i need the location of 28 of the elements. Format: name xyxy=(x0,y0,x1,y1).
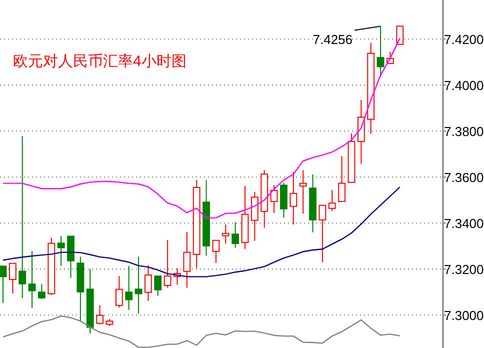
candlestick xyxy=(57,236,65,266)
candlestick xyxy=(357,100,365,164)
candlestick xyxy=(376,26,384,78)
candlestick xyxy=(183,232,191,288)
candlestick xyxy=(367,42,375,134)
candlestick xyxy=(299,170,307,214)
candlestick xyxy=(241,186,249,250)
y-tick-label: 7.3200 xyxy=(444,262,484,278)
annotation: 7.4256 xyxy=(312,32,353,48)
y-tick-label: 7.3800 xyxy=(444,124,484,140)
candlestick xyxy=(309,174,316,233)
candlestick xyxy=(202,180,210,256)
y-tick-label: 7.3000 xyxy=(444,308,484,324)
y-tick-label: 7.3400 xyxy=(444,216,484,232)
candlestick xyxy=(290,171,298,225)
candlestick xyxy=(28,250,36,308)
candlestick xyxy=(18,136,26,299)
candlestick xyxy=(125,265,133,310)
candlestick xyxy=(222,224,230,244)
candlestick xyxy=(144,264,152,302)
candlestick xyxy=(192,180,200,269)
candlestick xyxy=(76,256,84,322)
y-tick-label: 7.3600 xyxy=(444,170,484,186)
line-series xyxy=(2,186,400,278)
candlestick xyxy=(134,256,142,314)
text: 欧元对人民币汇率4小时图 xyxy=(13,53,186,70)
y-tick-label: 7.4000 xyxy=(444,78,484,94)
y-tick-label: 7.4200 xyxy=(444,32,484,48)
